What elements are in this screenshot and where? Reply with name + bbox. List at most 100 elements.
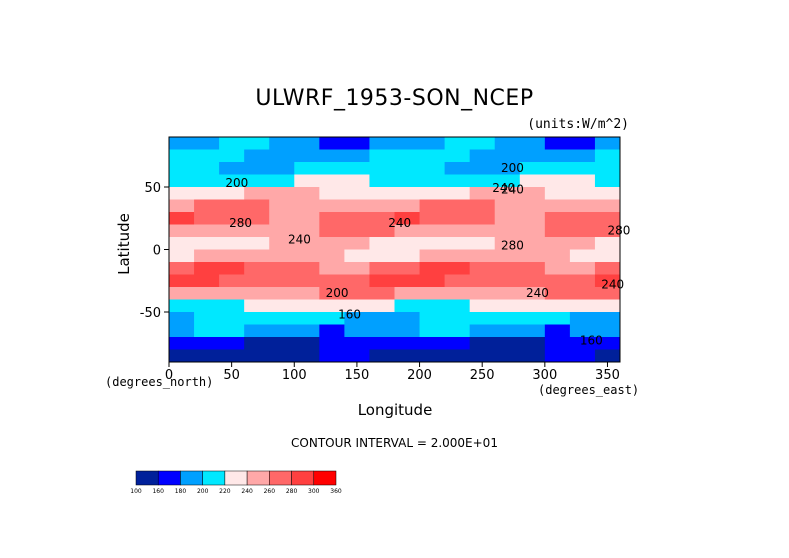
heatmap-cell (269, 174, 295, 188)
heatmap-cell (444, 237, 471, 250)
heatmap-cell (394, 262, 421, 275)
heatmap-cell (194, 187, 220, 200)
heatmap-cell (519, 149, 546, 163)
contour-label: 280 (501, 239, 524, 253)
contour-label: 160 (580, 334, 603, 348)
heatmap-cell (494, 262, 521, 275)
heatmap-cell (269, 349, 295, 363)
heatmap-cell (244, 262, 270, 275)
heatmap-cell (519, 287, 546, 300)
heatmap-cell (269, 224, 295, 238)
heatmap-cell (544, 212, 571, 225)
heatmap-cell (319, 137, 345, 150)
colorbar-segment (313, 470, 337, 486)
heatmap-cell (469, 337, 496, 350)
heatmap-cell (569, 274, 596, 288)
heatmap-cell (394, 224, 421, 238)
heatmap-cell (594, 149, 621, 163)
heatmap-cell (469, 212, 496, 225)
contour-label: 240 (526, 286, 549, 300)
heatmap-cell (419, 299, 446, 313)
colorbar-segment (269, 470, 292, 486)
heatmap-cell (219, 224, 245, 238)
heatmap-cell (169, 337, 195, 350)
chart-title: ULWRF_1953-SON_NCEP (255, 86, 534, 111)
heatmap-cell (194, 337, 220, 350)
heatmap-cell (444, 199, 471, 213)
heatmap-cell (469, 137, 496, 150)
heatmap-cell (419, 274, 446, 288)
heatmap-cell (319, 349, 345, 363)
heatmap-cell (469, 224, 496, 238)
heatmap-cell (269, 287, 295, 300)
heatmap-cell (494, 249, 521, 263)
heatmap-cell (319, 224, 345, 238)
heatmap-cell (594, 337, 621, 350)
heatmap-cell (194, 349, 220, 363)
heatmap-cell (194, 224, 220, 238)
heatmap-cell (344, 249, 370, 263)
heatmap-cell (369, 174, 395, 188)
heatmap-cell (519, 312, 546, 325)
heatmap-cell (344, 349, 370, 363)
heatmap-cell (169, 262, 195, 275)
heatmap-cell (294, 187, 320, 200)
heatmap-cell (444, 337, 471, 350)
heatmap-cell (244, 174, 270, 188)
heatmap-cell (394, 137, 421, 150)
heatmap-cell (494, 274, 521, 288)
heatmap-cell (319, 174, 345, 188)
heatmap-cell (219, 237, 245, 250)
heatmap-cell (294, 324, 320, 338)
heatmap-cell (169, 274, 195, 288)
x-tick-label: 100 (282, 368, 307, 383)
heatmap-cell (344, 212, 370, 225)
heatmap-cell (569, 212, 596, 225)
heatmap-cell (444, 212, 471, 225)
heatmap-cell (594, 274, 621, 288)
heatmap-cell (219, 162, 245, 175)
heatmap-cell (519, 274, 546, 288)
heatmap-cell (319, 312, 345, 325)
heatmap-cell (394, 199, 421, 213)
heatmap-cell (419, 187, 446, 200)
heatmap-cell (194, 249, 220, 263)
heatmap-cell (194, 199, 220, 213)
x-tick-label: 50 (223, 368, 240, 383)
colorbar-segment (246, 470, 270, 486)
heatmap-cell (444, 224, 471, 238)
heatmap-cell (219, 274, 245, 288)
heatmap-cell (469, 174, 496, 188)
heatmap-cell (369, 187, 395, 200)
x-tick-label: 0 (165, 368, 173, 383)
heatmap-cell (369, 287, 395, 300)
heatmap-cell (494, 212, 521, 225)
heatmap-cell (544, 187, 571, 200)
heatmap-cell (569, 262, 596, 275)
heatmap-cell (194, 312, 220, 325)
contour-label: 200 (225, 176, 248, 190)
heatmap-cell (319, 299, 345, 313)
heatmap-cell (569, 199, 596, 213)
heatmap-cell (419, 287, 446, 300)
heatmap-cell (294, 224, 320, 238)
heatmap-cell (594, 212, 621, 225)
heatmap-cell (544, 349, 571, 363)
heatmap-cell (569, 349, 596, 363)
heatmap-cell (369, 224, 395, 238)
colorbar-segment (157, 470, 181, 486)
heatmap-cell (294, 349, 320, 363)
heatmap-cell (469, 324, 496, 338)
heatmap-cell (469, 262, 496, 275)
x-tick-label: 150 (345, 368, 370, 383)
heatmap-cell (494, 149, 521, 163)
heatmap-cell (219, 174, 245, 188)
heatmap-cell (194, 174, 220, 188)
heatmap-cell (269, 187, 295, 200)
heatmap-cell (344, 149, 370, 163)
heatmap-cell (319, 324, 345, 338)
heatmap-cell (194, 137, 220, 150)
heatmap-cell (219, 199, 245, 213)
x-unit-label: (degrees_north) (105, 375, 214, 389)
heatmap-cell (544, 274, 571, 288)
